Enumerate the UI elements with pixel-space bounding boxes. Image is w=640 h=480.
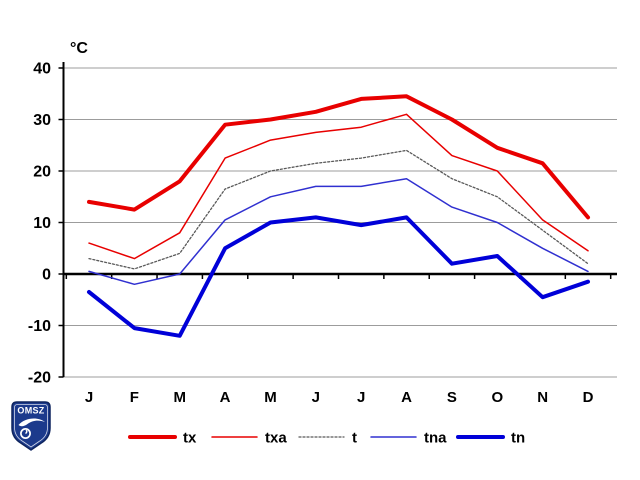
series-line-t [88, 149, 589, 270]
legend-label-txa: txa [265, 430, 287, 447]
month-label-2: M [173, 389, 186, 406]
y-tick-label: -20 [28, 370, 51, 387]
month-label-8: S [447, 389, 457, 406]
unit-axis-label: °C [70, 40, 88, 57]
legend-label-tn: tn [511, 430, 525, 447]
y-tick-label: -10 [28, 318, 51, 335]
month-label-1: F [130, 389, 139, 406]
month-label-10: N [537, 389, 548, 406]
month-label-5: J [312, 389, 320, 406]
legend-label-t: t [352, 430, 357, 447]
month-label-0: J [85, 389, 93, 406]
logo-shield [11, 401, 51, 451]
month-label-11: D [583, 389, 594, 406]
month-label-9: O [491, 389, 503, 406]
logo-wave-spiral-curl [25, 429, 28, 435]
series-layer [87, 94, 590, 338]
omsz-logo-text: OMSZ [17, 406, 44, 416]
logo-bird-glyph [18, 418, 45, 427]
month-label-4: M [264, 389, 277, 406]
series-line-txa [88, 113, 589, 260]
y-tick-label: 40 [33, 61, 51, 78]
grid-layer [63, 67, 617, 378]
legend-label-tx: tx [183, 430, 197, 447]
y-tick-label: 10 [33, 215, 51, 232]
month-label-7: A [401, 389, 412, 406]
omsz-logo: OMSZ [11, 401, 51, 451]
series-line-tna [88, 177, 589, 286]
label-layer: 40 30 20 10 0 -10 -20 J F M A M J J A S O N D [28, 61, 594, 407]
month-label-6: J [357, 389, 365, 406]
month-label-3: A [220, 389, 231, 406]
y-tick-label: 20 [33, 164, 51, 181]
logo-shield-inner-line [14, 404, 48, 448]
y-tick-label: 0 [42, 267, 51, 284]
series-line-tn [87, 215, 590, 338]
chart-legend: tx txa t tna tn [128, 430, 525, 447]
logo-wave-spiral [20, 428, 31, 439]
axis-layer [58, 62, 617, 378]
y-tick-label: 30 [33, 112, 51, 129]
series-line-tx [87, 94, 590, 220]
legend-label-tna: tna [424, 430, 447, 447]
